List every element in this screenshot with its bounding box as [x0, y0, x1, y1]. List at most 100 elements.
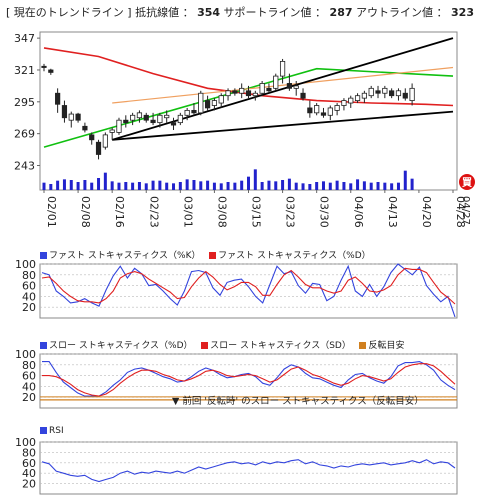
candle-body: [177, 114, 183, 124]
reversal-swatch: [359, 342, 367, 349]
candle-body: [48, 69, 54, 73]
rsi-ytick-label: 20: [22, 478, 36, 491]
volume-bar: [260, 182, 264, 190]
volume-bar: [172, 183, 176, 190]
candle-body: [354, 95, 361, 101]
volume-bar: [356, 179, 360, 190]
candle-body: [232, 90, 238, 94]
price-xtick-label: 04/20: [420, 196, 433, 228]
candle-body: [82, 125, 88, 131]
candle-body: [225, 90, 231, 97]
candle-body: [130, 114, 136, 121]
volume-bar: [281, 180, 285, 190]
volume-bar: [124, 182, 128, 190]
price-xtick-label: 02/23: [147, 196, 160, 228]
candle-body: [286, 83, 293, 89]
volume-bar: [185, 179, 189, 190]
volume-bar: [144, 183, 148, 190]
volume-bar: [362, 181, 366, 190]
candle-body: [198, 92, 204, 114]
candle-body: [409, 87, 415, 101]
volume-bar: [369, 182, 373, 190]
slow-series-line: [42, 363, 456, 397]
slow-ytick-label: 60: [22, 370, 36, 383]
candle-body: [204, 100, 211, 109]
volume-bar: [158, 180, 162, 190]
candle-body: [55, 92, 61, 105]
slow-ytick-label: 40: [22, 380, 36, 393]
out-value: 323: [451, 6, 474, 19]
rsi-ytick-label: 80: [22, 446, 36, 459]
candle-body: [211, 100, 218, 106]
volume-bar: [410, 178, 414, 190]
price-xtick-label: 04/28: [454, 196, 467, 228]
candle-body: [41, 65, 47, 68]
fast-series-line: [41, 267, 456, 305]
volume-bar: [396, 182, 400, 190]
slowd-legend-label: スロー ストキャスティクス（%D）: [49, 341, 193, 351]
volume-bar: [253, 169, 257, 190]
candle-body: [314, 105, 320, 114]
support-line: [112, 110, 454, 141]
fast-ytick-label: 80: [22, 269, 36, 282]
candle-body: [102, 134, 108, 148]
volume-bar: [151, 180, 155, 190]
buy-badge: [459, 174, 475, 190]
slowsd-swatch: [201, 342, 209, 349]
volume-bar: [274, 181, 278, 190]
volume-bar: [233, 182, 237, 190]
rsi-legend: RSI: [40, 426, 64, 436]
fastk-swatch: [40, 252, 47, 259]
volume-bar: [103, 172, 107, 190]
candle-body: [402, 92, 408, 99]
candle-body: [150, 119, 156, 124]
slow-ytick-label: 100: [15, 348, 36, 361]
slow-legend: スロー ストキャスティクス（%D） スロー ストキャスティクス（SD） 反転目安: [40, 338, 404, 351]
candle-body: [266, 87, 272, 92]
fast-series-line: [41, 263, 456, 318]
price-xtick-label: 04/13: [386, 196, 399, 228]
volume-bar: [267, 180, 271, 190]
price-xtick-label: 02/08: [79, 196, 92, 228]
candle-body: [389, 90, 395, 97]
volume-bar: [76, 182, 80, 190]
volume-bar: [117, 182, 121, 190]
candle-body: [157, 114, 163, 124]
header-bar: [ 現在のトレンドライン ] 抵抗線値 ： 354 サポートライン値 ： 287…: [6, 4, 474, 20]
volume-bar: [342, 182, 346, 190]
candle-body: [348, 97, 354, 104]
volume-bar: [287, 178, 291, 190]
volume-bar: [42, 182, 46, 190]
volume-bar: [90, 182, 94, 190]
candle-body: [273, 75, 279, 89]
fast-ytick-label: 20: [22, 301, 36, 314]
volume-bar: [308, 184, 312, 190]
volume-bar: [83, 180, 87, 190]
volume-bar: [226, 182, 230, 190]
price-xtick-label: 02/16: [113, 196, 126, 228]
price-ytick-label: 321: [14, 64, 35, 77]
candle-body: [300, 92, 306, 99]
rsi-ytick-label: 40: [22, 467, 36, 480]
price-xtick-label: 03/15: [250, 196, 263, 228]
slow-ytick-label: 80: [22, 359, 36, 372]
candle-body: [259, 83, 265, 94]
candle-body: [68, 113, 74, 121]
rsi-ytick-label: 100: [15, 436, 36, 449]
candle-body: [184, 109, 190, 116]
fast-ytick-label: 60: [22, 280, 36, 293]
volume-bar: [110, 181, 114, 190]
price-ytick-label: 243: [14, 160, 35, 173]
volume-bar: [328, 182, 332, 190]
rsi-swatch: [40, 427, 47, 434]
price-xtick-label: 04/06: [352, 196, 365, 228]
resistance-line: [111, 37, 454, 141]
price-xtick-label: 03/08: [215, 196, 228, 228]
volume-bar: [97, 178, 101, 190]
rsi-panel-frame: [39, 441, 458, 495]
rsi-legend-label: RSI: [49, 426, 64, 436]
candle-body: [239, 87, 245, 94]
candle-body: [89, 134, 95, 141]
price-ytick-label: 347: [14, 32, 35, 45]
candle-body: [327, 107, 333, 116]
